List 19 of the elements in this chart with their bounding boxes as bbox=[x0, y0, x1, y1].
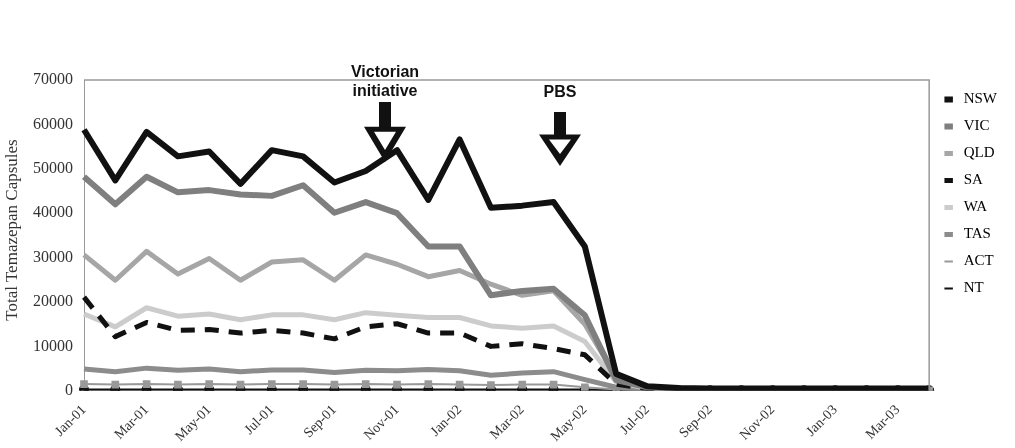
legend-label: SA bbox=[963, 171, 984, 188]
annotation: Victorian initiative bbox=[349, 62, 421, 100]
legend-label: NT bbox=[963, 279, 984, 296]
y-tick-label: 30000 bbox=[33, 247, 73, 265]
y-tick-label: 0 bbox=[65, 380, 73, 398]
y-tick-label: 10000 bbox=[33, 336, 73, 354]
legend-label: ACT bbox=[963, 252, 994, 269]
legend-label: QLD bbox=[963, 144, 995, 161]
y-tick-label: 40000 bbox=[33, 203, 73, 221]
annotation: PBS bbox=[542, 82, 578, 101]
y-tick-label: 70000 bbox=[33, 70, 73, 88]
y-tick-label: 20000 bbox=[33, 292, 73, 310]
y-tick-label: 60000 bbox=[33, 114, 73, 132]
y-tick-label: 50000 bbox=[33, 159, 73, 176]
legend-label: WA bbox=[963, 198, 988, 215]
legend-label: TAS bbox=[963, 225, 991, 242]
legend-label: VIC bbox=[963, 117, 990, 134]
legend-label: NSW bbox=[963, 90, 998, 107]
y-axis-title: Total Temazepan Capsules bbox=[2, 139, 22, 321]
